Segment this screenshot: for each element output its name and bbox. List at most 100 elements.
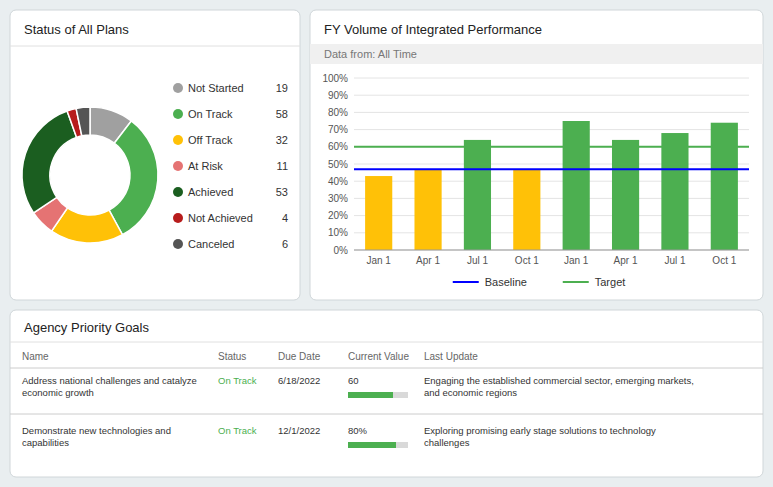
- legend-label: Achieved: [188, 186, 233, 198]
- panel: [310, 10, 763, 300]
- cell-last-update: Engaging the established commercial sect…: [424, 375, 694, 398]
- progress-track: [348, 392, 408, 398]
- bar: [414, 169, 441, 250]
- chart-title: Status of All Plans: [24, 22, 129, 37]
- cell-due-date: 6/18/2022: [278, 375, 320, 386]
- text-line: Demonstrate new technologies and: [22, 425, 171, 436]
- table-title: Agency Priority Goals: [24, 320, 149, 335]
- legend-count: 11: [277, 160, 288, 172]
- reference-line: [354, 168, 749, 170]
- legend-count: 6: [282, 238, 288, 250]
- progress-track: [348, 442, 408, 448]
- y-tick-label: 70%: [328, 124, 348, 135]
- x-axis: [354, 250, 749, 251]
- grid-line: [354, 95, 749, 96]
- y-tick-label: 10%: [328, 227, 348, 238]
- bar: [464, 140, 491, 250]
- column-header: Last Update: [424, 351, 478, 362]
- grid-line: [354, 129, 749, 130]
- legend-label: On Track: [188, 108, 233, 120]
- grid-line: [354, 146, 749, 147]
- cell-status: On Track: [218, 375, 257, 386]
- column-header: Name: [22, 351, 49, 362]
- legend-swatch: [173, 109, 183, 119]
- plot-area: [354, 121, 749, 250]
- legend-swatch: [173, 83, 183, 93]
- y-tick-label: 20%: [328, 210, 348, 221]
- y-tick-label: 50%: [328, 159, 348, 170]
- legend-count: 19: [276, 82, 288, 94]
- dashboard: Status of All Plans Not Started 19 On Track…: [0, 0, 773, 487]
- y-tick-label: 40%: [328, 176, 348, 187]
- cell-current-value: 60: [348, 375, 359, 386]
- x-tick-label: Apr 1: [614, 255, 638, 266]
- legend-label: Not Achieved: [188, 212, 253, 224]
- bar: [612, 140, 639, 250]
- legend-swatch: [173, 135, 183, 145]
- donut-slice: [109, 121, 158, 235]
- y-tick-label: 30%: [328, 193, 348, 204]
- x-tick-label: Apr 1: [416, 255, 440, 266]
- progress-bar: [348, 392, 393, 398]
- column-header: Status: [218, 351, 246, 362]
- grid-line: [354, 78, 749, 79]
- text-line: capabilities: [22, 437, 69, 448]
- grid-line: [354, 164, 749, 165]
- text-line: economic growth: [22, 387, 94, 398]
- y-tick-label: 0%: [334, 245, 349, 256]
- cell-name: Demonstrate new technologies andcapabili…: [22, 425, 171, 448]
- progress-bar: [348, 442, 396, 448]
- legend-count: 53: [276, 186, 288, 198]
- separator: [10, 46, 300, 47]
- legend-swatch: [173, 161, 183, 171]
- subtitle-strip: [310, 44, 763, 64]
- x-tick-label: Jul 1: [467, 255, 489, 266]
- x-tick-label: Oct 1: [712, 255, 736, 266]
- text-line: Address national challenges and catalyze: [22, 375, 197, 386]
- legend-label: Not Started: [188, 82, 244, 94]
- legend-swatch: [563, 281, 589, 283]
- legend-count: 32: [276, 134, 288, 146]
- text-line: Engaging the established commercial sect…: [424, 375, 694, 386]
- cell-last-update: Exploring promising early stage solution…: [424, 425, 656, 448]
- legend-swatch: [173, 187, 183, 197]
- text-line: challenges: [424, 437, 470, 448]
- x-tick-label: Jan 1: [366, 255, 391, 266]
- grid-line: [354, 250, 749, 251]
- cell-status: On Track: [218, 425, 257, 436]
- bar: [365, 176, 392, 250]
- legend-swatch: [453, 281, 479, 283]
- separator: [10, 342, 763, 343]
- grid-line: [354, 215, 749, 216]
- x-tick-label: Oct 1: [515, 255, 539, 266]
- bar: [661, 133, 688, 250]
- y-tick-label: 60%: [328, 141, 348, 152]
- cell-name: Address national challenges and catalyze…: [22, 375, 197, 398]
- cell-due-date: 12/1/2022: [278, 425, 320, 436]
- grid-line: [354, 198, 749, 199]
- grid-line: [354, 181, 749, 182]
- column-header: Due Date: [278, 351, 321, 362]
- y-tick-label: 90%: [328, 90, 348, 101]
- bar: [563, 121, 590, 250]
- panel: [10, 310, 763, 477]
- grid-line: [354, 112, 749, 113]
- text-line: Exploring promising early stage solution…: [424, 425, 656, 436]
- legend-swatch: [173, 213, 183, 223]
- legend-count: 58: [276, 108, 288, 120]
- bar: [513, 169, 540, 250]
- y-tick-label: 80%: [328, 107, 348, 118]
- panel: [10, 10, 300, 300]
- text-line: and economic regions: [424, 387, 517, 398]
- chart-subtitle: Data from: All Time: [324, 48, 417, 60]
- row-separator: [10, 414, 763, 415]
- header-line: [10, 368, 763, 369]
- donut: [22, 107, 158, 243]
- legend-swatch: [173, 239, 183, 249]
- donut-slice: [76, 107, 90, 136]
- donut-slice: [22, 111, 77, 213]
- cell-current-value: 80%: [348, 425, 368, 436]
- column-header: Current Value: [348, 351, 409, 362]
- legend-label: Baseline: [485, 276, 527, 288]
- reference-line: [354, 146, 749, 148]
